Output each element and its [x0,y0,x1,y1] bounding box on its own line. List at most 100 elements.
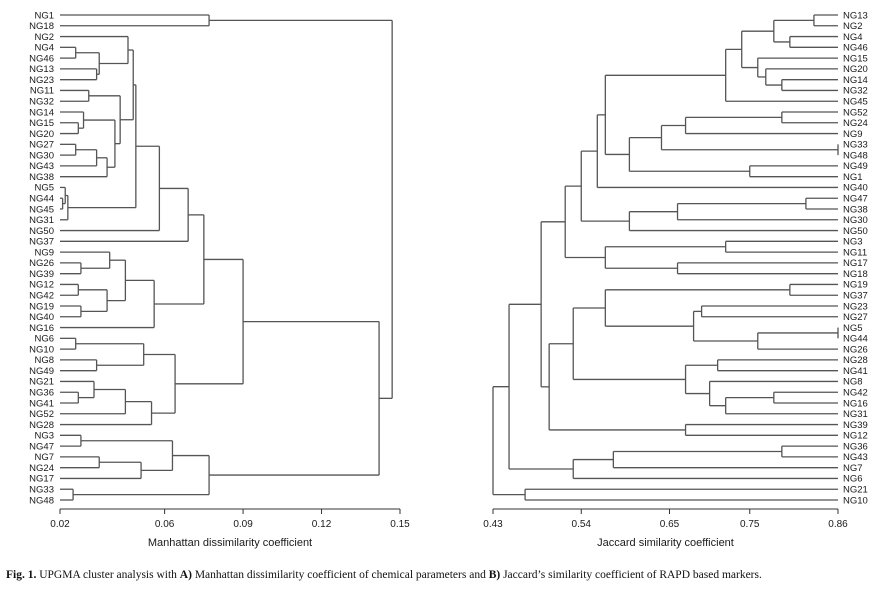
leaf-label: NG23 [29,75,54,86]
caption-a-label: A) [179,569,192,581]
leaf-label: NG3 [843,237,863,248]
leaf-label: NG46 [29,53,54,64]
leaf-label: NG45 [843,97,868,108]
caption-text-3: Jaccard’s similarity coefficient of RAPD… [500,569,762,581]
leaf-label: NG1 [843,172,863,183]
leaf-label: NG14 [29,107,54,118]
leaf-label: NG52 [843,107,868,118]
leaf-label: NG8 [34,355,54,366]
leaf-label: NG5 [34,183,54,194]
leaf-label: NG10 [843,495,868,506]
leaf-label: NG20 [843,64,868,75]
leaf-label: NG16 [29,323,54,334]
leaf-label: NG41 [843,366,868,377]
leaf-label: NG43 [843,452,868,463]
caption-text-1: UPGMA cluster analysis with [36,569,180,581]
leaf-label: NG31 [29,215,54,226]
x-tick-label: 0.54 [572,519,592,530]
leaf-label: NG9 [34,247,54,258]
leaf-label: NG9 [843,129,863,140]
leaf-label: NG30 [29,150,54,161]
x-tick-label: 0.75 [740,519,760,530]
figure-caption: Fig. 1. UPGMA cluster analysis with A) M… [6,569,762,581]
leaf-label: NG32 [29,97,54,108]
x-tick-label: 0.65 [660,519,680,530]
x-tick-label: 0.15 [390,519,410,530]
leaf-label: NG38 [29,172,54,183]
leaf-label: NG3 [34,431,54,442]
leaf-label: NG21 [843,485,868,496]
leaf-label: NG2 [843,21,863,32]
leaf-label: NG1 [34,10,54,21]
leaf-label: NG39 [843,420,868,431]
leaf-label: NG41 [29,398,54,409]
leaf-label: NG12 [843,431,868,442]
leaf-label: NG4 [843,32,863,43]
leaf-label: NG31 [843,409,868,420]
leaf-label: NG44 [843,334,868,345]
leaf-label: NG6 [843,474,863,485]
x-tick-label: 0.12 [312,519,332,530]
leaf-label: NG21 [29,377,54,388]
leaf-label: NG16 [843,398,868,409]
leaf-label: NG39 [29,269,54,280]
leaf-label: NG44 [29,194,54,205]
x-tick-label: 0.06 [155,519,175,530]
leaf-label: NG43 [29,161,54,172]
leaf-label: NG38 [843,204,868,215]
leaf-label: NG33 [843,140,868,151]
x-axis-title: Manhattan dissimilarity coefficient [148,537,312,549]
leaf-label: NG20 [29,129,54,140]
leaf-label: NG4 [34,43,54,54]
leaf-label: NG26 [843,344,868,355]
leaf-label: NG52 [29,409,54,420]
leaf-label: NG26 [29,258,54,269]
leaf-label: NG5 [843,323,863,334]
leaf-label: NG45 [29,204,54,215]
leaf-label: NG13 [29,64,54,75]
leaf-label: NG42 [29,291,54,302]
leaf-label: NG27 [843,312,868,323]
leaf-label: NG24 [843,118,868,129]
x-tick-label: 0.09 [233,519,253,530]
leaf-label: NG17 [29,474,54,485]
caption-text-2: Manhattan dissimilarity coefficient of c… [191,569,489,581]
leaf-label: NG37 [843,291,868,302]
leaf-label: NG37 [29,237,54,248]
leaf-label: NG47 [843,194,868,205]
leaf-label: NG46 [843,43,868,54]
leaf-label: NG30 [843,215,868,226]
leaf-label: NG6 [34,334,54,345]
leaf-label: NG50 [843,226,868,237]
leaf-label: NG32 [843,86,868,97]
leaf-label: NG40 [29,312,54,323]
leaf-label: NG24 [29,463,54,474]
leaf-label: NG33 [29,485,54,496]
leaf-label: NG10 [29,344,54,355]
leaf-label: NG8 [843,377,863,388]
leaf-label: NG18 [29,21,54,32]
leaf-label: NG28 [843,355,868,366]
leaf-label: NG19 [29,301,54,312]
leaf-label: NG7 [843,463,863,474]
leaf-label: NG13 [843,10,868,21]
leaf-label: NG17 [843,258,868,269]
leaf-label: NG47 [29,441,54,452]
leaf-label: NG28 [29,420,54,431]
leaf-label: NG15 [843,53,868,64]
leaf-label: NG36 [843,441,868,452]
x-tick-label: 0.43 [483,519,503,530]
leaf-label: NG2 [34,32,54,43]
leaf-label: NG42 [843,388,868,399]
leaf-label: NG36 [29,388,54,399]
leaf-label: NG23 [843,301,868,312]
leaf-label: NG48 [29,495,54,506]
leaf-label: NG49 [843,161,868,172]
dendrogram-jaccard: NG13NG2NG4NG46NG15NG20NG14NG32NG45NG52NG… [483,10,868,549]
leaf-label: NG12 [29,280,54,291]
leaf-label: NG11 [30,86,54,97]
leaf-label: NG48 [843,150,868,161]
leaf-label: NG50 [29,226,54,237]
